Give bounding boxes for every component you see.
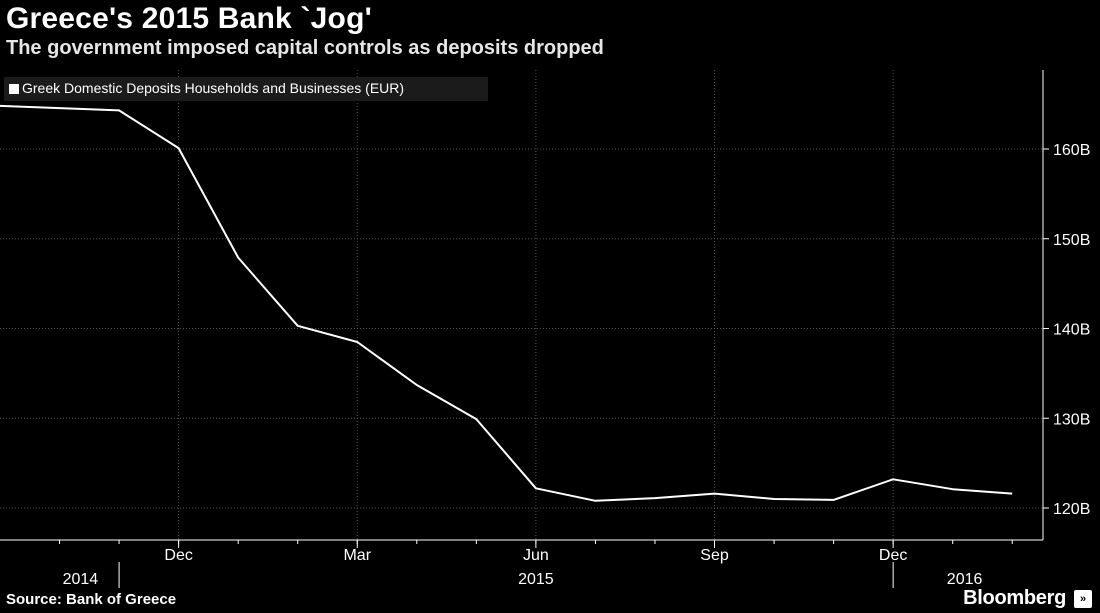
x-tick-label: Dec: [879, 547, 907, 564]
y-tick-label: 140B: [1053, 322, 1090, 339]
x-tick-label: Dec: [164, 547, 192, 564]
y-tick-label: 120B: [1053, 501, 1090, 518]
chart-subtitle: The government imposed capital controls …: [6, 37, 604, 59]
legend: [4, 77, 488, 101]
bloomberg-icon: »: [1074, 590, 1092, 608]
source-note: Source: Bank of Greece: [6, 591, 177, 608]
chart-title: Greece's 2015 Bank `Jog': [6, 2, 372, 35]
y-tick-label: 160B: [1053, 142, 1090, 159]
x-tick-label: Sep: [700, 547, 729, 564]
legend-label: Greek Domestic Deposits Households and B…: [22, 80, 405, 96]
y-tick-label: 130B: [1053, 411, 1090, 428]
year-label: 2015: [518, 571, 554, 588]
x-tick-label: Mar: [343, 547, 371, 564]
legend-swatch: [9, 84, 19, 94]
y-tick-label: 150B: [1053, 232, 1090, 249]
brand-logo: Bloomberg: [963, 587, 1066, 609]
year-label: 2014: [63, 571, 99, 588]
x-tick-label: Jun: [523, 547, 549, 564]
year-label: 2016: [947, 571, 983, 588]
series-line: [0, 104, 1013, 502]
